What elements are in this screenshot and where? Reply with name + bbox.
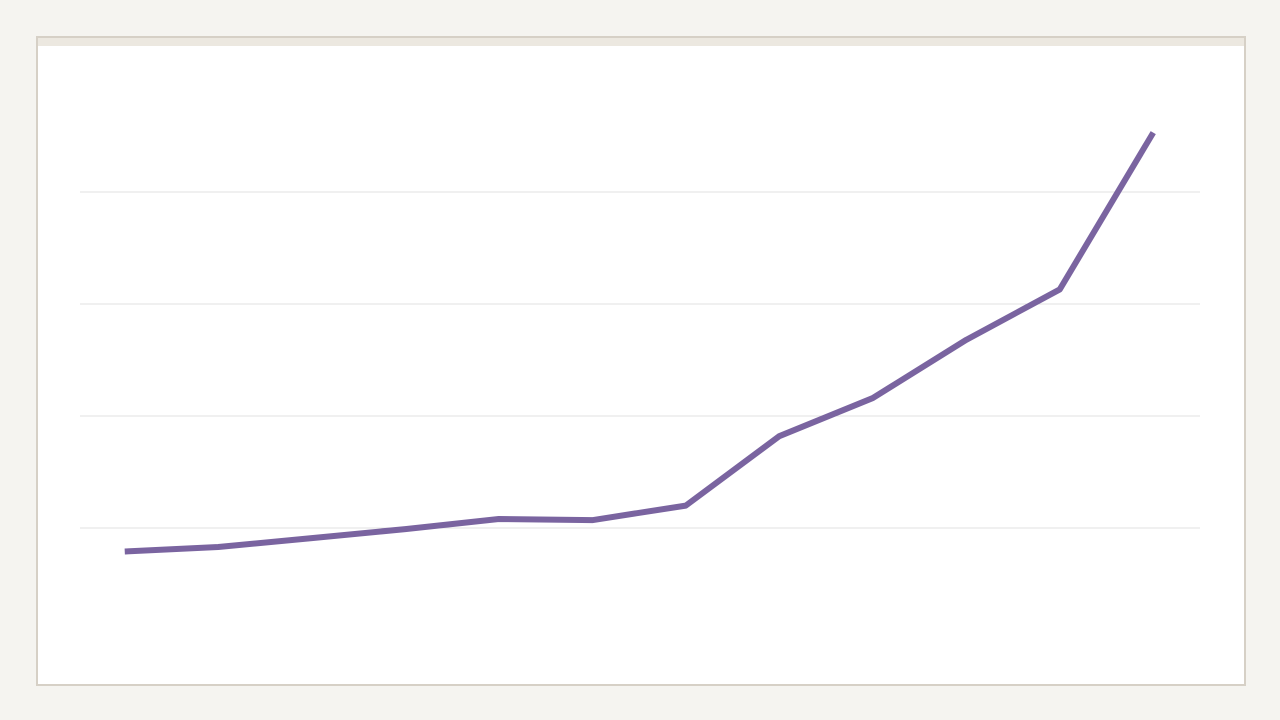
chart-card — [36, 36, 1246, 686]
card-header-strip — [38, 38, 1244, 46]
data-line — [124, 131, 1156, 555]
